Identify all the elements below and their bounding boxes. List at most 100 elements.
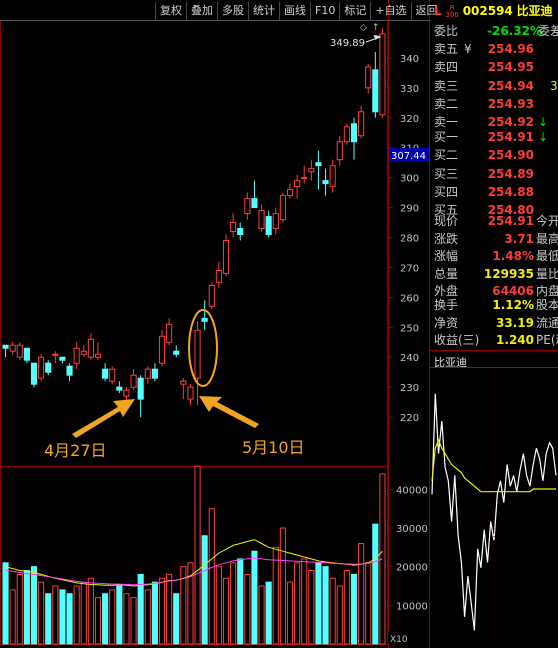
stat2-1-value: 33.19 [496,315,534,330]
candle-body [372,69,379,113]
volume-unit-bg [388,632,410,644]
candle-body [38,356,45,379]
volume-bar [144,589,151,645]
candle-body [2,344,9,349]
stat-4-row[interactable]: 外盘 64406 内盘 [432,282,558,300]
buy-level-1-row[interactable]: 买一 254.91 ↓ [432,128,558,146]
max-price-label: 349.89 [330,38,365,49]
chart-toolbar: 复权 叠加 多股 统计 画线 F10 标记 +自选 返回 [155,2,442,20]
volume-bar [158,577,166,645]
volume-bar [130,597,137,645]
current-price-tag-bg [389,148,429,162]
price-tick-label: 250 [400,323,419,334]
price-tick-label: 220 [400,413,419,424]
max-price-pointer [365,36,381,43]
sell-level-2-value: 254.93 [487,96,534,111]
sell-level-2-label: 卖二 [434,96,459,111]
stat2-2-label: 收益(三) [434,333,480,347]
quote-header: L R 300 002594 比亚迪 [430,2,553,20]
volume-bar [38,581,45,645]
volume-bar [272,546,279,645]
volume-bar [102,593,109,645]
stat-2-tail: 最低 [536,249,558,263]
candle-body [343,126,350,143]
candle-body [66,365,73,376]
volume-tick-label: 40000 [396,485,428,496]
toolbar-multistock-button[interactable]: 多股 [217,2,248,20]
buy-level-2-row[interactable]: 买二 254.90 [432,146,558,164]
stock-name: 比亚迪 [516,4,553,18]
toolbar-stats-button[interactable]: 统计 [248,2,279,20]
stat-0-row[interactable]: 现价 254.91 今开 [432,212,558,230]
price-tick-label: 290 [400,204,419,215]
toolbar-overlay-button[interactable]: 叠加 [186,2,217,20]
sell-level-4-row[interactable]: 卖四 254.95 [432,58,558,76]
stat-1-tail: 最高 [536,231,558,246]
sell-level-5-suffix: ¥ [464,42,472,56]
candle-body [166,323,173,343]
buy-level-5-label: 买五 [434,203,459,218]
stat-3-value: 129935 [483,266,534,281]
mini-chart-line [431,438,556,493]
candle-body [279,195,286,221]
sell-level-4-value: 254.95 [487,60,534,75]
toolbar-mark-button[interactable]: 标记 [339,2,370,20]
volume-bar [137,573,144,645]
volume-bar [23,570,30,645]
volume-bar [201,535,208,645]
candle-body [294,180,301,188]
candle-body [80,350,87,355]
toolbar-add-watchlist-button[interactable]: +自选 [370,2,410,20]
price-tick-label: 340 [400,54,419,65]
stat-2-label: 涨幅 [434,249,459,263]
sell-level-3-tail: 3 [550,78,558,93]
sell-level-3-row[interactable]: 卖三 254.94 3 [432,77,558,95]
buy-level-5-row[interactable]: 买五 254.80 [432,201,558,219]
toolbar-draw-button[interactable]: 画线 [279,2,310,20]
candle-body [244,198,251,215]
volume-bar [187,562,194,645]
volume-bar [322,566,329,645]
toolbar-f10-button[interactable]: F10 [310,2,339,20]
buy-level-3-row[interactable]: 买三 254.89 [432,165,558,183]
stat-1-row[interactable]: 涨跌 3.71 最高 [432,230,558,248]
sell-level-5-label: 卖五 [434,42,459,56]
volume-bar [230,562,237,645]
buy-level-1-label: 买一 [434,130,459,144]
candle-body [59,356,66,361]
sell-level-5-row[interactable]: 卖五 ¥254.96 [432,40,558,58]
stat2-1-row[interactable]: 净资 33.19 流通 [432,314,558,332]
volume-bar [343,570,350,645]
buy-level-4-row[interactable]: 买四 254.88 [432,183,558,201]
volume-bar [2,562,9,645]
stat-2-row[interactable]: 涨幅 1.48% 最低 [432,247,558,265]
sell-level-2-row[interactable]: 卖二 254.93 [432,95,558,113]
volume-bar [301,558,308,645]
toolbar-fuquan-button[interactable]: 复权 [155,2,186,20]
stat-3-row[interactable]: 总量 129935 量比 [432,265,558,283]
buy-level-1-value: 254.91 [487,130,534,144]
price-tick-label: 330 [400,84,419,95]
candle-body [265,216,272,236]
price-tick-label: 320 [400,114,419,125]
toolbar-back-button[interactable]: 返回 [410,2,442,20]
candle-body [194,329,201,379]
candle-body [308,168,315,173]
volume-bar [358,542,365,645]
sell-level-3-value: 254.94 [487,78,534,93]
stat2-0-row[interactable]: 换手 1.12% 股本 [432,296,558,314]
candle-body [144,368,151,379]
candle-body [258,210,265,230]
quote-panel: L R 300 002594 比亚迪 委比 -26.32% 委差 卖五 ¥254.9… [430,0,558,648]
volume-bar [208,508,215,645]
candle-body [222,240,230,274]
candle-body [329,165,336,188]
volume-bar [315,562,322,645]
sell-level-1-row[interactable]: 卖一 254.92 ↓ [432,113,558,131]
volume-bar [80,581,87,645]
wei-bi-value: -26.32% [487,24,542,38]
volume-bar [94,597,102,645]
highlight-ellipse [188,309,218,387]
volume-bar [151,581,158,645]
